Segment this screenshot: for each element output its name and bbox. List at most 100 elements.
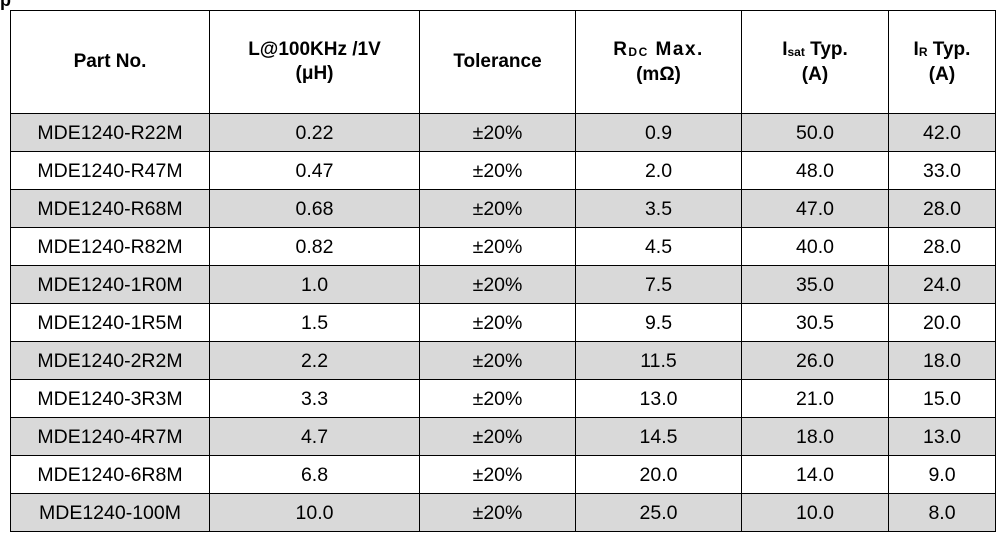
cell-rdc-max: 3.5 bbox=[575, 189, 742, 228]
header-tolerance: Tolerance bbox=[419, 10, 576, 114]
cell-inductance: 1.5 bbox=[209, 303, 420, 342]
header-inductance-label: L@100KHz /1V bbox=[248, 39, 381, 60]
cell-rdc-max: 13.0 bbox=[575, 379, 742, 418]
table-row: MDE1240-R68M 0.68 ±20% 3.5 47.0 28.0 bbox=[10, 189, 996, 228]
cell-isat-typ: 21.0 bbox=[741, 379, 889, 418]
cell-isat-typ: 35.0 bbox=[741, 265, 889, 304]
cell-ir-typ: 15.0 bbox=[888, 379, 996, 418]
cell-inductance: 3.3 bbox=[209, 379, 420, 418]
cell-rdc-max: 25.0 bbox=[575, 493, 742, 532]
cell-inductance: 0.82 bbox=[209, 227, 420, 266]
header-inductance-unit: (μH) bbox=[295, 63, 334, 84]
cell-inductance: 0.68 bbox=[209, 189, 420, 228]
cell-tolerance: ±20% bbox=[419, 493, 576, 532]
cell-ir-typ: 8.0 bbox=[888, 493, 996, 532]
header-row: Part No. L@100KHz /1V (μH) Tolerance RDC… bbox=[10, 10, 996, 114]
cell-ir-typ: 24.0 bbox=[888, 265, 996, 304]
cell-ir-typ: 18.0 bbox=[888, 341, 996, 380]
cell-tolerance: ±20% bbox=[419, 189, 576, 228]
table-row: MDE1240-6R8M 6.8 ±20% 20.0 14.0 9.0 bbox=[10, 455, 996, 494]
table-row: MDE1240-2R2M 2.2 ±20% 11.5 26.0 18.0 bbox=[10, 341, 996, 380]
caption-fragment: p bbox=[0, 0, 11, 10]
cell-isat-typ: 10.0 bbox=[741, 493, 889, 532]
cell-inductance: 4.7 bbox=[209, 417, 420, 456]
cell-tolerance: ±20% bbox=[419, 113, 576, 152]
cell-tolerance: ±20% bbox=[419, 227, 576, 266]
cell-isat-typ: 40.0 bbox=[741, 227, 889, 266]
header-part-no-label: Part No. bbox=[73, 51, 147, 72]
cell-isat-typ: 50.0 bbox=[741, 113, 889, 152]
header-ir-symbol: I bbox=[913, 38, 919, 60]
header-isat-unit: (A) bbox=[801, 63, 829, 85]
cell-rdc-max: 0.9 bbox=[575, 113, 742, 152]
cell-rdc-max: 4.5 bbox=[575, 227, 742, 266]
cell-ir-typ: 13.0 bbox=[888, 417, 996, 456]
cell-isat-typ: 48.0 bbox=[741, 151, 889, 190]
inductor-spec-table: Part No. L@100KHz /1V (μH) Tolerance RDC… bbox=[10, 10, 996, 532]
cell-part-no: MDE1240-R82M bbox=[10, 227, 210, 266]
cell-isat-typ: 26.0 bbox=[741, 341, 889, 380]
header-ir-typ: IR Typ. (A) bbox=[888, 10, 996, 114]
table-row: MDE1240-1R0M 1.0 ±20% 7.5 35.0 24.0 bbox=[10, 265, 996, 304]
cell-isat-typ: 18.0 bbox=[741, 417, 889, 456]
cell-part-no: MDE1240-R22M bbox=[10, 113, 210, 152]
cell-part-no: MDE1240-6R8M bbox=[10, 455, 210, 494]
cell-part-no: MDE1240-1R0M bbox=[10, 265, 210, 304]
cell-isat-typ: 30.5 bbox=[741, 303, 889, 342]
header-part-no: Part No. bbox=[10, 10, 210, 114]
cell-isat-typ: 47.0 bbox=[741, 189, 889, 228]
cell-tolerance: ±20% bbox=[419, 379, 576, 418]
table-row: MDE1240-R47M 0.47 ±20% 2.0 48.0 33.0 bbox=[10, 151, 996, 190]
cell-isat-typ: 14.0 bbox=[741, 455, 889, 494]
cell-tolerance: ±20% bbox=[419, 417, 576, 456]
cell-rdc-max: 20.0 bbox=[575, 455, 742, 494]
cell-tolerance: ±20% bbox=[419, 265, 576, 304]
header-rdc-label: Max. bbox=[648, 38, 704, 60]
table-row: MDE1240-1R5M 1.5 ±20% 9.5 30.5 20.0 bbox=[10, 303, 996, 342]
header-ir-label: Typ. bbox=[927, 38, 971, 60]
cell-part-no: MDE1240-1R5M bbox=[10, 303, 210, 342]
cell-ir-typ: 9.0 bbox=[888, 455, 996, 494]
header-rdc-max: RDC Max. (mΩ) bbox=[575, 10, 742, 114]
table-row: MDE1240-R22M 0.22 ±20% 0.9 50.0 42.0 bbox=[10, 113, 996, 152]
cell-ir-typ: 28.0 bbox=[888, 189, 996, 228]
cell-rdc-max: 9.5 bbox=[575, 303, 742, 342]
header-inductance: L@100KHz /1V (μH) bbox=[209, 10, 420, 114]
cell-ir-typ: 28.0 bbox=[888, 227, 996, 266]
cell-part-no: MDE1240-3R3M bbox=[10, 379, 210, 418]
header-isat-symbol: I bbox=[782, 38, 788, 60]
table-row: MDE1240-4R7M 4.7 ±20% 14.5 18.0 13.0 bbox=[10, 417, 996, 456]
cell-tolerance: ±20% bbox=[419, 151, 576, 190]
table-row: MDE1240-100M 10.0 ±20% 25.0 10.0 8.0 bbox=[10, 493, 996, 532]
header-ir-subscript: R bbox=[918, 44, 928, 59]
cell-inductance: 2.2 bbox=[209, 341, 420, 380]
cell-ir-typ: 42.0 bbox=[888, 113, 996, 152]
cell-inductance: 1.0 bbox=[209, 265, 420, 304]
cell-part-no: MDE1240-R47M bbox=[10, 151, 210, 190]
table-body: MDE1240-R22M 0.22 ±20% 0.9 50.0 42.0 MDE1240-R… bbox=[10, 113, 996, 532]
cell-inductance: 6.8 bbox=[209, 455, 420, 494]
header-rdc-unit: (mΩ) bbox=[636, 63, 681, 85]
header-isat-typ: Isat Typ. (A) bbox=[741, 10, 889, 114]
header-rdc-subscript: DC bbox=[628, 44, 649, 59]
cell-inductance: 0.22 bbox=[209, 113, 420, 152]
cell-rdc-max: 2.0 bbox=[575, 151, 742, 190]
cell-ir-typ: 20.0 bbox=[888, 303, 996, 342]
cell-ir-typ: 33.0 bbox=[888, 151, 996, 190]
header-ir-unit: (A) bbox=[928, 63, 956, 85]
cell-part-no: MDE1240-R68M bbox=[10, 189, 210, 228]
cell-rdc-max: 11.5 bbox=[575, 341, 742, 380]
header-isat-label: Typ. bbox=[804, 38, 848, 60]
cell-tolerance: ±20% bbox=[419, 455, 576, 494]
cell-tolerance: ±20% bbox=[419, 341, 576, 380]
cell-inductance: 10.0 bbox=[209, 493, 420, 532]
table-row: MDE1240-3R3M 3.3 ±20% 13.0 21.0 15.0 bbox=[10, 379, 996, 418]
cell-part-no: MDE1240-100M bbox=[10, 493, 210, 532]
header-isat-subscript: sat bbox=[787, 44, 805, 59]
cell-part-no: MDE1240-2R2M bbox=[10, 341, 210, 380]
header-tolerance-label: Tolerance bbox=[453, 51, 542, 72]
cell-rdc-max: 7.5 bbox=[575, 265, 742, 304]
cell-inductance: 0.47 bbox=[209, 151, 420, 190]
cell-part-no: MDE1240-4R7M bbox=[10, 417, 210, 456]
header-rdc-symbol: R bbox=[613, 38, 629, 60]
